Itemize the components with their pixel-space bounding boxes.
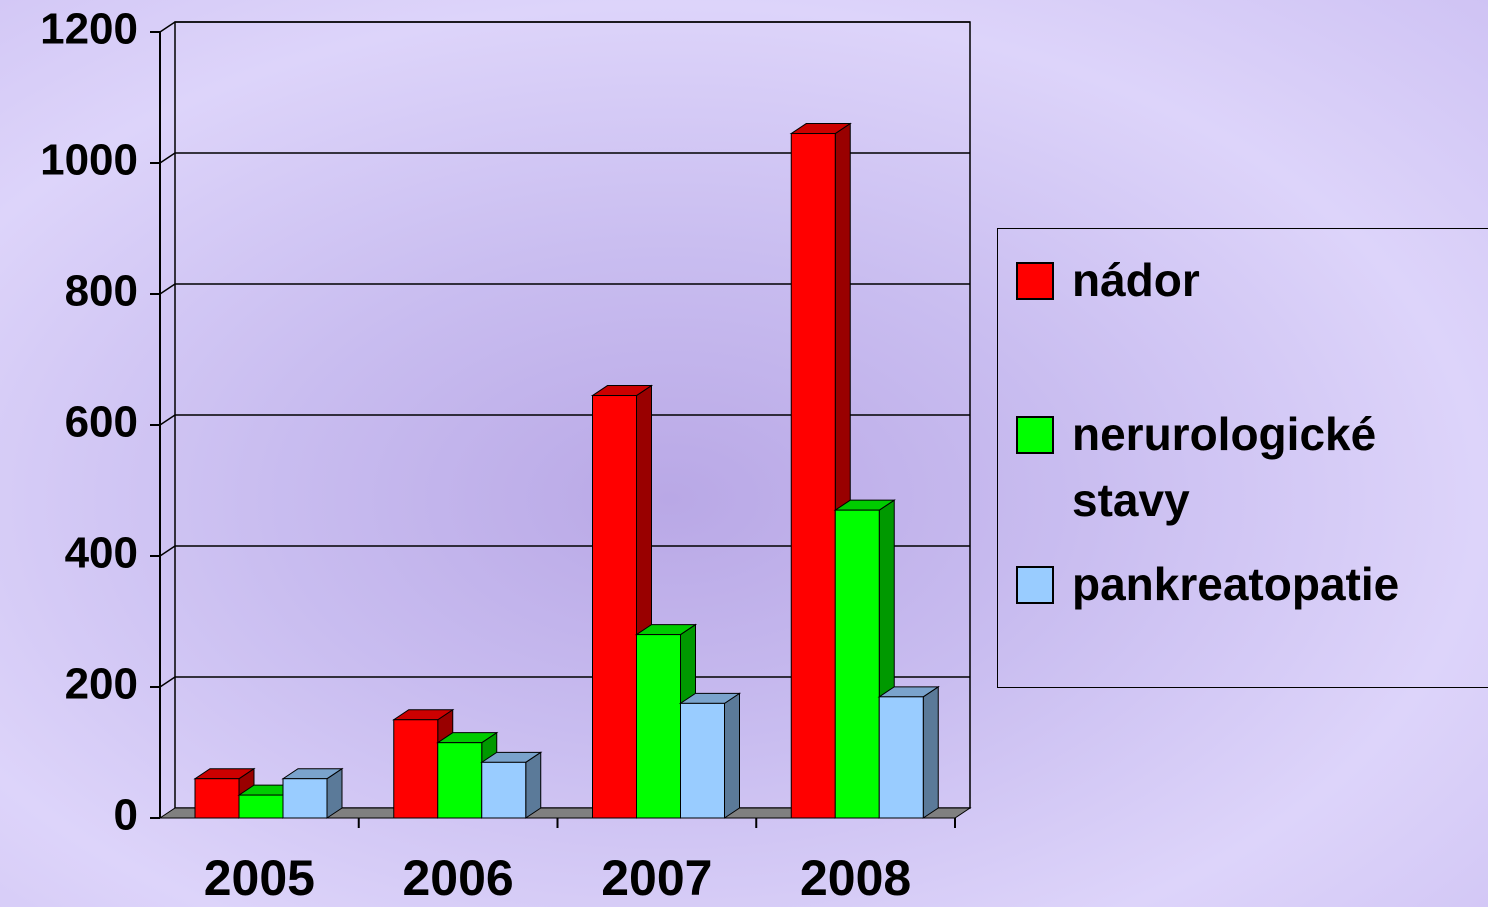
- y-tick-label: 800: [65, 267, 138, 316]
- legend-label: nerurologické stavy: [1072, 401, 1488, 533]
- legend-item: pankreatopatie: [1016, 551, 1488, 617]
- bar: [593, 396, 637, 818]
- x-tick-label: 2006: [403, 850, 514, 906]
- grid-line: [160, 284, 175, 294]
- grid-line: [160, 22, 175, 32]
- y-tick-label: 1200: [40, 5, 138, 54]
- legend-swatch: [1016, 566, 1054, 604]
- x-tick-label: 2007: [601, 850, 712, 906]
- y-tick-label: 400: [65, 529, 138, 578]
- y-tick-label: 1000: [40, 136, 138, 185]
- legend-item: nerurologické stavy: [1016, 401, 1488, 533]
- legend-item: nádor: [1016, 247, 1488, 313]
- y-tick-label: 0: [114, 791, 138, 840]
- bar: [835, 510, 879, 818]
- bar-side: [725, 693, 740, 818]
- legend-swatch: [1016, 262, 1054, 300]
- x-tick-label: 2008: [800, 850, 911, 906]
- bar: [438, 743, 482, 818]
- bar: [394, 720, 438, 818]
- x-tick-label: 2005: [204, 850, 315, 906]
- bar: [681, 703, 725, 818]
- bar: [283, 779, 327, 818]
- grid-line: [160, 153, 175, 163]
- slide: 0 200 400 600 800 1000 1200 2005 2006 2007 2008 ná…: [0, 0, 1488, 907]
- bar: [637, 635, 681, 818]
- y-tick-label: 200: [65, 660, 138, 709]
- legend: nádor nerurologické stavy pankreatopatie: [997, 228, 1488, 688]
- bar: [195, 779, 239, 818]
- bar: [791, 134, 835, 818]
- legend-label: pankreatopatie: [1072, 551, 1488, 617]
- grid-line: [160, 415, 175, 425]
- y-tick-label: 600: [65, 398, 138, 447]
- grid-line: [160, 677, 175, 687]
- grid-line: [160, 546, 175, 556]
- bar: [239, 795, 283, 818]
- bar-side: [526, 752, 541, 818]
- bar: [482, 762, 526, 818]
- legend-label: nádor: [1072, 247, 1488, 313]
- legend-swatch: [1016, 416, 1054, 454]
- bar-side: [923, 687, 938, 818]
- bar: [879, 697, 923, 818]
